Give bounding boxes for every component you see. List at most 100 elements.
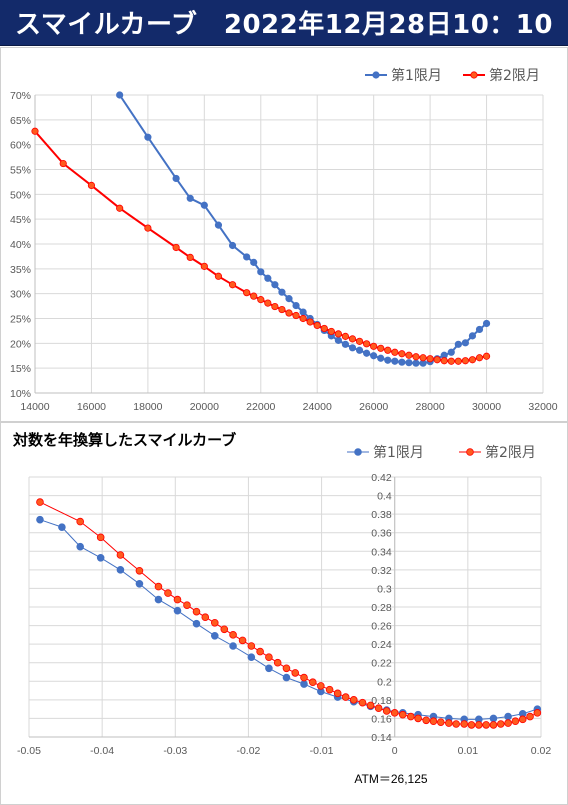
series-2-point	[192, 607, 201, 616]
x-tick-label: -0.02	[236, 745, 260, 757]
series-1-point	[391, 357, 399, 365]
series-2-point	[87, 181, 96, 189]
y-tick-label: 10%	[10, 388, 31, 400]
series-1-point	[247, 653, 256, 661]
y-tick-label: 0.38	[371, 509, 392, 521]
series-2-point	[278, 305, 286, 314]
series-2-point	[325, 685, 334, 694]
series-1-point	[285, 295, 293, 303]
series-2-point	[116, 551, 125, 559]
series-2-point	[504, 719, 512, 727]
series-1-point	[243, 253, 251, 261]
series-2-point	[306, 318, 314, 326]
y-tick-label: 0.42	[371, 472, 392, 484]
series-2-point	[300, 673, 308, 682]
x-tick-label: 0.01	[458, 745, 479, 757]
x-tick-label: 22000	[246, 401, 275, 413]
atm-annotation: ATM＝26,125	[354, 772, 427, 786]
chart-2-frame: -0.05 -0.04 -0.03 -0.02 -0.01 0 0.01 0.02 0.14 0.…	[0, 422, 568, 805]
series-2-point	[31, 127, 39, 135]
series-2-point	[377, 344, 385, 352]
series-1-point	[278, 288, 286, 296]
series-2-point	[511, 717, 520, 726]
series-2-point	[475, 721, 483, 729]
series-1-point	[398, 358, 406, 366]
series-2-point	[264, 299, 272, 307]
y-tick-label: 0.24	[371, 639, 392, 651]
legend-label-2: 第2限月	[489, 67, 540, 84]
series-1-point	[355, 346, 364, 354]
series-2-point	[496, 720, 505, 728]
series-2-point	[405, 351, 413, 359]
y-tick-label: 55%	[10, 165, 31, 177]
series-1-point	[468, 332, 477, 340]
series-2-point	[452, 720, 460, 728]
chart-2-svg: -0.05 -0.04 -0.03 -0.02 -0.01 0 0.01 0.02 0.14 0.…	[12, 431, 552, 786]
x-tick-label: 24000	[303, 401, 332, 413]
series-2-point	[210, 618, 219, 627]
series-2-point	[533, 709, 542, 717]
series-2-point	[341, 693, 350, 701]
series-2-point	[447, 357, 455, 365]
series-2-point	[214, 272, 223, 280]
series-2-point	[398, 710, 407, 719]
y-tick-label: 60%	[10, 140, 31, 152]
series-1-point	[214, 221, 223, 229]
series-2-point	[489, 721, 498, 729]
y-tick-label: 0.22	[371, 658, 392, 670]
series-1-point	[299, 308, 307, 316]
series-1-point	[135, 579, 144, 588]
series-2-point	[172, 243, 180, 252]
y-tick-label: 0.34	[371, 546, 392, 558]
x-tick-label: -0.01	[310, 745, 334, 757]
series-2-point	[436, 718, 445, 726]
series-2-point	[116, 204, 124, 212]
series-2-point	[433, 356, 441, 364]
series-2-point	[370, 342, 378, 350]
series-2-point	[440, 357, 448, 365]
series-2-point	[317, 682, 325, 690]
x-tick-label: 0.02	[531, 745, 552, 757]
series-1-point	[144, 133, 152, 141]
series-2-point	[257, 296, 265, 304]
series-1-point	[271, 281, 279, 289]
series-2-point	[414, 714, 422, 723]
series-2-point	[273, 658, 282, 667]
y-tick-label: 0.4	[377, 491, 392, 503]
series-1-point	[265, 664, 273, 673]
series-2-point	[200, 262, 208, 270]
series-1-point	[96, 553, 105, 562]
legend-marker-1	[354, 448, 362, 456]
series-1-point	[412, 359, 420, 367]
series-2-point	[341, 332, 350, 340]
x-tick-label: 18000	[133, 401, 162, 413]
series-2-point	[320, 324, 328, 333]
series-2-point	[59, 159, 67, 168]
series-2-point	[374, 704, 383, 713]
x-tick-label: 30000	[472, 401, 501, 413]
series-2-point	[391, 348, 399, 356]
series-1-point	[36, 515, 44, 524]
series-2-point	[355, 337, 364, 345]
legend-label-1: 第1限月	[373, 444, 424, 461]
series-1-point	[370, 352, 378, 360]
series-1-point	[489, 714, 498, 723]
x-tick-label: -0.05	[17, 745, 41, 757]
series-1-point	[200, 201, 208, 209]
series-2-point	[419, 354, 427, 362]
series-2-point	[292, 311, 300, 320]
series-1-point	[172, 174, 180, 183]
series-2-point	[384, 346, 392, 354]
series-1-line	[118, 94, 488, 365]
series-2-point	[518, 715, 527, 724]
legend-label-1: 第1限月	[391, 67, 442, 84]
chart-2-title: 対数を年換算したスマイルカーブ	[12, 431, 236, 449]
series-2-point	[36, 498, 44, 506]
series-2-point	[426, 355, 434, 363]
series-2-point	[96, 533, 105, 542]
series-2-point	[445, 719, 453, 727]
series-1-point	[186, 194, 194, 202]
series-1-point	[454, 340, 462, 348]
chart-1-svg: 14000 16000 18000 20000 22000 24000 26000 28000…	[10, 67, 558, 413]
series-2-point	[135, 566, 144, 575]
